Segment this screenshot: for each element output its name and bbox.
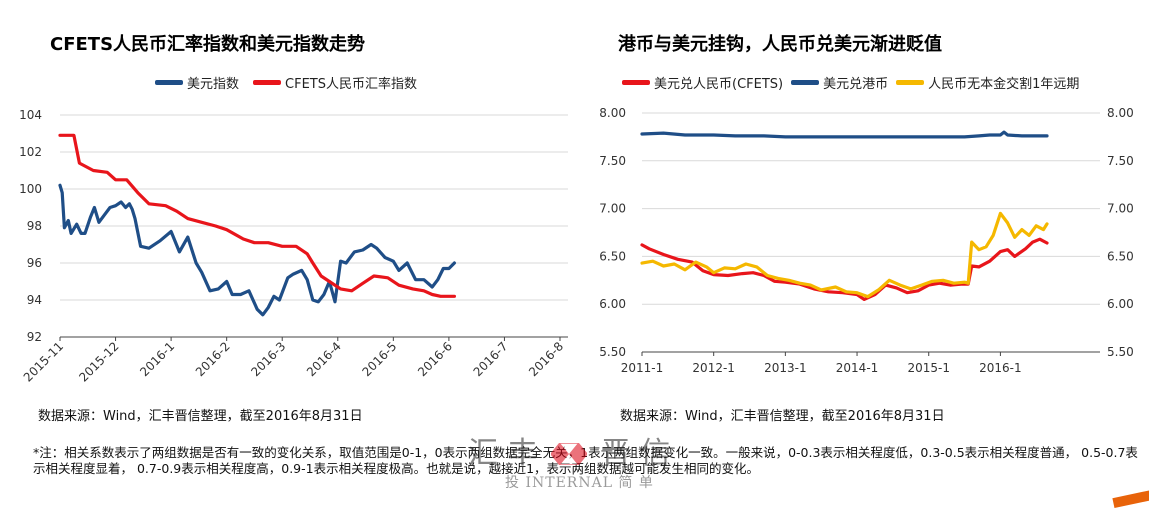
x-tick-label: 2016-7 xyxy=(471,339,511,379)
legend-swatch-usd-index xyxy=(155,80,183,85)
x-tick-label: 2015-1 xyxy=(907,361,950,375)
x-tick-label: 2016-5 xyxy=(359,339,399,379)
x-tick-label: 2012-1 xyxy=(692,361,735,375)
legend-label-usdhkd: 美元兑港币 xyxy=(823,77,889,92)
y-tick-label: 96 xyxy=(27,256,42,270)
chart1-legend: 美元指数 CFETS人民币汇率指数 xyxy=(155,73,431,92)
y-tick-label: 5.50 xyxy=(1107,345,1134,359)
watermark-text-right: 晋 信 xyxy=(600,436,671,471)
chart1-plot: 92 94 96 98 100 102 104 2015-11 2015-12 2016-1 201… xyxy=(19,108,568,385)
series-line-1 xyxy=(640,130,1049,139)
series-line-0 xyxy=(58,183,456,317)
y-tick-label: 98 xyxy=(27,219,42,233)
y-tick-label: 92 xyxy=(27,330,42,344)
legend-item-usdcny: 美元兑人民币(CFETS) xyxy=(622,73,783,92)
x-tick-label: 2016-1 xyxy=(979,361,1022,375)
legend-label-usdcny: 美元兑人民币(CFETS) xyxy=(654,77,784,92)
watermark-sub: 投 INTERNAL 简 单 xyxy=(505,475,654,491)
x-tick-label: 2016-6 xyxy=(415,339,455,379)
legend-item-usdhkd: 美元兑港币 xyxy=(791,73,888,92)
series-line-2 xyxy=(640,211,1049,299)
legend-swatch-usdcny xyxy=(622,80,650,85)
y-tick-label: 6.50 xyxy=(1107,249,1134,263)
y-tick-label: 5.50 xyxy=(599,345,626,359)
legend-swatch-cfets-index xyxy=(253,80,282,85)
hexagon-logo-icon xyxy=(550,438,589,473)
legend-swatch-ndf xyxy=(896,80,925,85)
series-line-1 xyxy=(58,133,456,298)
y-tick-label: 7.50 xyxy=(1107,154,1134,168)
watermark-brand: 汇 丰 晋 信 xyxy=(468,428,670,473)
series-line-0 xyxy=(640,237,1049,301)
x-tick-label: 2011-1 xyxy=(621,361,664,375)
legend-label-cfets-index: CFETS人民币汇率指数 xyxy=(285,77,417,92)
x-tick-label: 2015-11 xyxy=(21,339,66,384)
x-tick-label: 2013-1 xyxy=(764,361,807,375)
chart2-plot: 5.50 5.50 6.00 6.00 6.50 6.50 7.00 7.00 7.50 7.50… xyxy=(599,106,1134,375)
y-tick-label: 7.00 xyxy=(1107,202,1134,216)
y-tick-label: 94 xyxy=(27,293,42,307)
chart2-legend: 美元兑人民币(CFETS) 美元兑港币 人民币无本金交割1年远期 xyxy=(622,73,1093,92)
chart1-source: 数据来源：Wind，汇丰晋信整理，截至2016年8月31日 xyxy=(38,409,363,424)
y-tick-label: 8.00 xyxy=(1107,106,1134,120)
y-tick-label: 6.00 xyxy=(1107,297,1134,311)
x-tick-label: 2016-8 xyxy=(526,339,566,379)
legend-label-usd-index: 美元指数 xyxy=(187,77,240,92)
x-tick-label: 2016-3 xyxy=(248,339,288,379)
x-tick-label: 2014-1 xyxy=(836,361,879,375)
watermark-text-left: 汇 丰 xyxy=(468,436,538,471)
y-tick-label: 6.00 xyxy=(599,297,626,311)
y-tick-label: 100 xyxy=(19,182,42,196)
x-tick-label: 2016-1 xyxy=(137,339,177,379)
legend-swatch-usdhkd xyxy=(791,80,820,85)
y-tick-label: 104 xyxy=(19,108,42,122)
chart1-title: CFETS人民币汇率指数和美元指数走势 xyxy=(50,34,366,55)
y-tick-label: 8.00 xyxy=(599,106,626,120)
y-tick-label: 7.50 xyxy=(599,154,626,168)
y-tick-label: 6.50 xyxy=(599,249,626,263)
legend-item-usd-index: 美元指数 xyxy=(155,73,239,92)
orange-corner-decoration xyxy=(1112,489,1149,508)
legend-item-cfets-index: CFETS人民币汇率指数 xyxy=(253,73,417,92)
y-tick-label: 102 xyxy=(19,145,42,159)
chart2-title: 港币与美元挂钩，人民币兑美元渐进贬值 xyxy=(618,34,942,55)
chart2-source: 数据来源：Wind，汇丰晋信整理，截至2016年8月31日 xyxy=(620,409,945,424)
x-tick-label: 2015-12 xyxy=(76,339,121,384)
y-tick-label: 7.00 xyxy=(599,202,626,216)
x-tick-label: 2016-2 xyxy=(193,339,233,379)
legend-label-ndf: 人民币无本金交割1年远期 xyxy=(928,77,1080,92)
x-tick-label: 2016-4 xyxy=(304,339,344,379)
legend-item-ndf: 人民币无本金交割1年远期 xyxy=(896,73,1079,92)
